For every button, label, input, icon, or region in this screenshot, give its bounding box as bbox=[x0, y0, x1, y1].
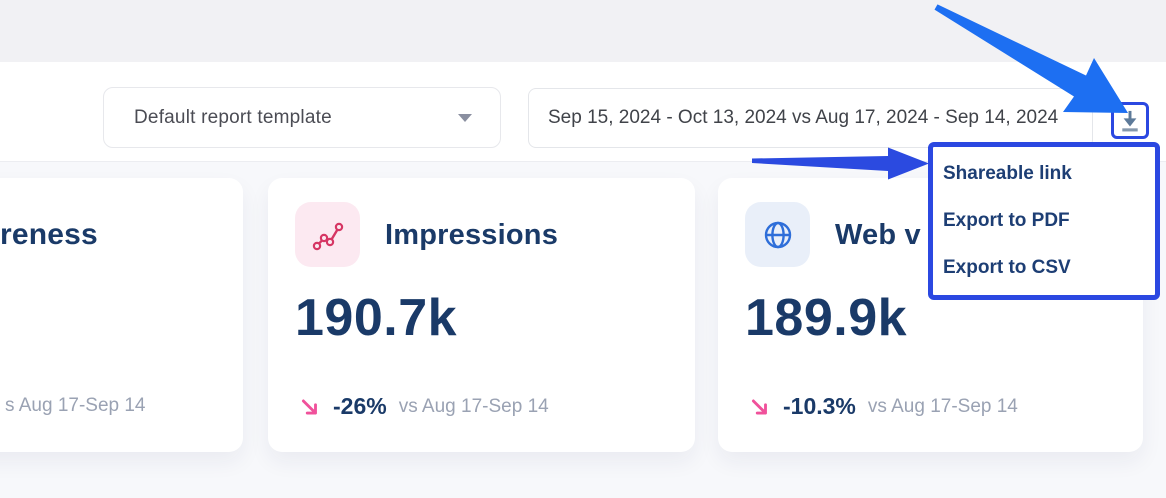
impressions-scatter-icon bbox=[312, 222, 343, 250]
date-range-selector[interactable]: Sep 15, 2024 - Oct 13, 2024 vs Aug 17, 2… bbox=[528, 88, 1093, 148]
top-background-band bbox=[0, 0, 1166, 62]
comparison-period-fragment: s Aug 17-Sep 14 bbox=[5, 395, 146, 416]
download-icon bbox=[1122, 110, 1138, 131]
card-title-fragment: Web v bbox=[835, 219, 921, 251]
menu-item-export-pdf[interactable]: Export to PDF bbox=[943, 210, 1070, 231]
trend-down-arrow-icon bbox=[301, 399, 317, 414]
report-template-value: Default report template bbox=[134, 106, 332, 128]
export-download-button[interactable] bbox=[1111, 102, 1149, 139]
report-template-dropdown[interactable]: Default report template bbox=[103, 87, 501, 148]
card-title-fragment: reness bbox=[0, 218, 98, 251]
chevron-down-icon bbox=[458, 113, 472, 122]
impressions-card: Impressions 190.7k -26% vs Aug 17-Sep 14 bbox=[268, 178, 695, 452]
date-range-value: Sep 15, 2024 - Oct 13, 2024 vs Aug 17, 2… bbox=[548, 107, 1059, 128]
web-visitors-icon-box bbox=[745, 202, 810, 267]
comparison-period: vs Aug 17-Sep 14 bbox=[398, 395, 549, 417]
change-percent: -10.3% bbox=[783, 393, 856, 419]
comparison-period: vs Aug 17-Sep 14 bbox=[867, 395, 1018, 417]
card-title: Impressions bbox=[385, 219, 559, 251]
change-percent: -26% bbox=[333, 393, 387, 419]
trend-down-arrow-icon bbox=[751, 399, 767, 414]
impressions-icon-box bbox=[295, 202, 360, 267]
export-menu: Shareable link Export to PDF Export to C… bbox=[928, 142, 1160, 300]
menu-item-export-csv[interactable]: Export to CSV bbox=[943, 257, 1071, 278]
brand-awareness-card-partial: reness s Aug 17-Sep 14 bbox=[0, 178, 243, 452]
metric-value: 190.7k bbox=[295, 289, 458, 347]
menu-item-shareable-link[interactable]: Shareable link bbox=[943, 163, 1072, 184]
globe-icon bbox=[764, 221, 791, 248]
metric-value: 189.9k bbox=[745, 289, 908, 347]
